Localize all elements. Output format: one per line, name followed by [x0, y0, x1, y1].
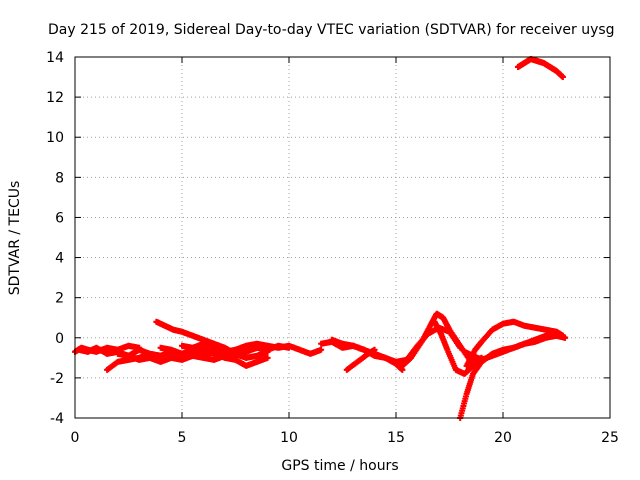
y-tick-label: 12	[46, 90, 64, 106]
y-tick-label: -2	[50, 371, 64, 387]
data-point	[264, 354, 271, 361]
y-tick-label: 4	[55, 251, 64, 267]
data-series	[72, 56, 569, 421]
y-axis-label: SDTVAR / TECUs	[7, 181, 23, 296]
x-tick-label: 20	[494, 430, 512, 446]
x-tick-label: 10	[280, 430, 298, 446]
grid-lines	[75, 57, 610, 418]
y-tick-label: 0	[55, 331, 64, 347]
x-axis-label: GPS time / hours	[281, 458, 398, 474]
series-arc-15	[463, 318, 566, 369]
y-tick-label: 14	[46, 50, 64, 66]
x-axis: 0 5 10 15 20 25	[71, 57, 619, 446]
y-tick-label: 8	[55, 170, 64, 186]
data-point	[318, 346, 325, 353]
series-arc-17	[514, 56, 566, 81]
x-tick-label: 15	[387, 430, 405, 446]
y-tick-label: 6	[55, 210, 64, 226]
x-tick-label: 25	[601, 430, 619, 446]
data-point	[371, 346, 378, 353]
x-tick-label: 0	[71, 430, 80, 446]
y-axis: -4 -2 0 2 4 6 8 10 12 14	[46, 50, 610, 427]
y-tick-label: 10	[46, 130, 64, 146]
series-arc-16	[461, 330, 569, 363]
y-tick-label: -4	[50, 411, 64, 427]
series-arc-13	[431, 318, 485, 377]
data-point	[286, 344, 292, 351]
x-tick-label: 5	[178, 430, 187, 446]
data-point	[562, 334, 569, 341]
plot-frame	[74, 56, 611, 419]
series-arc-6	[157, 344, 271, 369]
series-arc-11	[343, 346, 378, 373]
data-point	[559, 74, 566, 81]
y-tick-label: 2	[55, 291, 64, 307]
chart-title: Day 215 of 2019, Sidereal Day-to-day VTE…	[48, 22, 615, 38]
series-arc-8	[200, 342, 292, 359]
